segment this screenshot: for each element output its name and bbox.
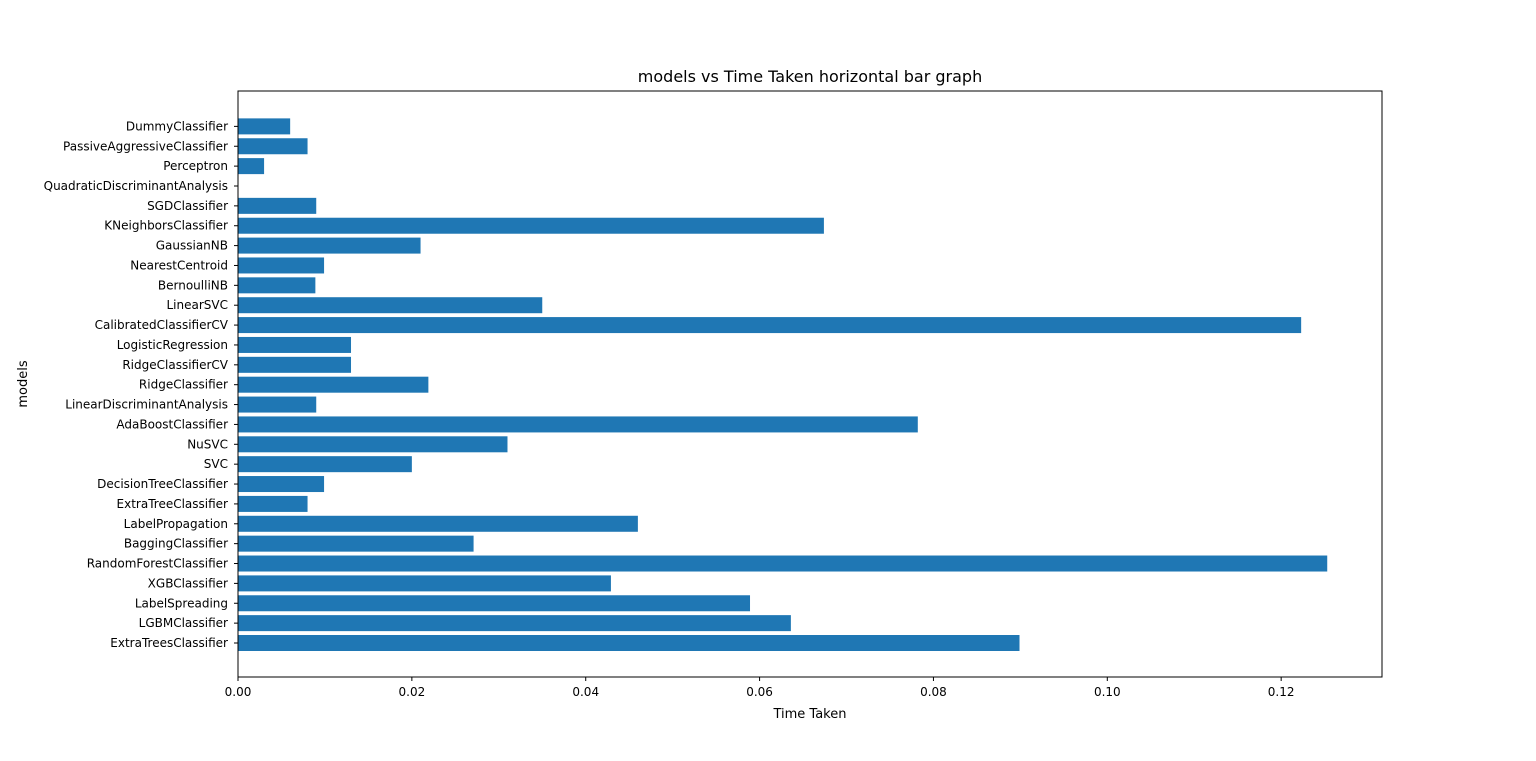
chart-title: models vs Time Taken horizontal bar grap… — [638, 67, 982, 86]
bar — [238, 396, 317, 413]
y-tick-label: DummyClassifier — [126, 119, 228, 133]
bar — [238, 138, 308, 155]
x-tick-label: 0.10 — [1094, 685, 1121, 699]
y-tick-label: DecisionTreeClassifier — [97, 477, 228, 491]
bar — [238, 575, 611, 592]
y-tick-label: GaussianNB — [156, 239, 228, 253]
y-tick-label: XGBClassifier — [148, 576, 228, 590]
y-tick-label: LGBMClassifier — [139, 616, 228, 630]
bar — [238, 535, 474, 552]
bar — [238, 456, 412, 473]
y-tick-label: NuSVC — [187, 437, 228, 451]
y-tick-label: LogisticRegression — [117, 338, 228, 352]
y-axis-label: models — [16, 360, 31, 407]
bar — [238, 118, 291, 135]
y-tick-label: SVC — [204, 457, 228, 471]
bar — [238, 495, 308, 512]
y-tick-label: NearestCentroid — [130, 258, 228, 272]
y-tick-label: AdaBoostClassifier — [116, 417, 228, 431]
x-tick-label: 0.04 — [572, 685, 599, 699]
bar — [238, 635, 1020, 651]
x-axis-label: Time Taken — [772, 707, 846, 722]
y-tick-label: SGDClassifier — [147, 199, 228, 213]
y-tick-label: LinearSVC — [167, 298, 229, 312]
bar — [238, 615, 791, 632]
y-tick-label: RidgeClassifierCV — [122, 358, 228, 372]
bar — [238, 555, 1328, 572]
bars-group — [238, 118, 1328, 651]
y-tick-label: ExtraTreesClassifier — [110, 636, 228, 650]
y-tick-label: QuadraticDiscriminantAnalysis — [44, 179, 228, 193]
x-tick-label: 0.02 — [399, 685, 426, 699]
bar — [238, 476, 325, 493]
bar — [238, 257, 325, 274]
bar — [238, 336, 352, 353]
y-tick-label: ExtraTreeClassifier — [117, 497, 229, 511]
y-tick-label: BaggingClassifier — [124, 537, 228, 551]
x-ticks-group: 0.00 0.02 0.04 0.06 0.08 0.10 0.12 — [225, 677, 1295, 699]
y-tick-label: PassiveAggressiveClassifier — [63, 139, 228, 153]
y-tick-label: RandomForestClassifier — [87, 557, 228, 571]
bar — [238, 237, 421, 254]
x-tick-label: 0.12 — [1268, 685, 1295, 699]
bar — [238, 416, 918, 433]
bar — [238, 376, 429, 393]
y-tick-label: KNeighborsClassifier — [104, 219, 228, 233]
x-tick-label: 0.06 — [746, 685, 773, 699]
y-tick-label: CalibratedClassifierCV — [95, 318, 229, 332]
bar — [238, 297, 543, 314]
bar — [238, 277, 316, 294]
x-tick-label: 0.08 — [920, 685, 947, 699]
bar — [238, 217, 824, 234]
bar — [238, 356, 352, 373]
y-tick-label: Perceptron — [163, 159, 228, 173]
y-tick-label: LinearDiscriminantAnalysis — [65, 398, 228, 412]
y-tick-label: LabelPropagation — [124, 517, 228, 531]
y-tick-label: RidgeClassifier — [139, 378, 228, 392]
x-tick-label: 0.00 — [225, 685, 252, 699]
bar — [238, 436, 508, 453]
y-ticks-group: ExtraTreesClassifier LGBMClassifier LabelS… — [44, 119, 238, 650]
bar — [238, 595, 751, 612]
plot-frame — [237, 90, 1383, 678]
y-tick-label: BernoulliNB — [158, 278, 228, 292]
y-tick-label: LabelSpreading — [135, 596, 228, 610]
bar — [238, 158, 265, 175]
bar — [238, 515, 638, 532]
bar — [238, 317, 1302, 334]
bar — [238, 197, 317, 214]
